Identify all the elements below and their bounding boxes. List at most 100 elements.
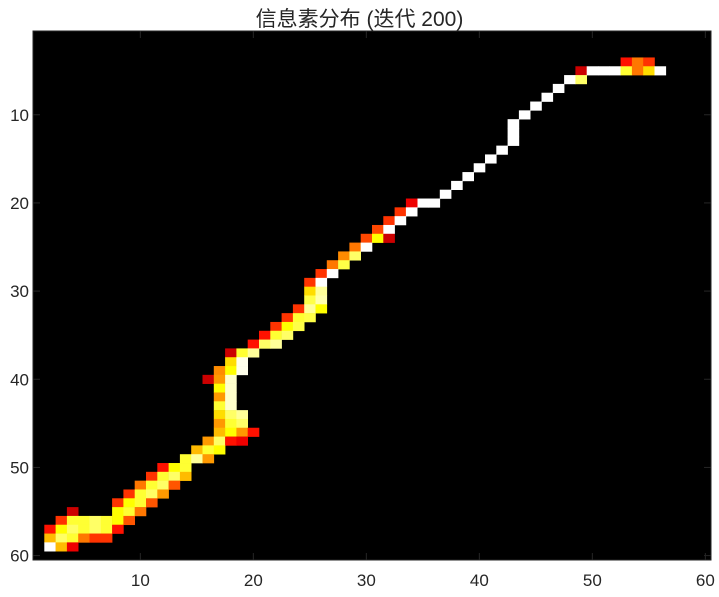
heatmap-cell <box>304 304 316 314</box>
heatmap-cell <box>78 524 90 534</box>
heatmap-cell <box>507 136 520 146</box>
heatmap-cell <box>112 515 124 526</box>
y-tick-label: 10 <box>10 106 29 125</box>
heatmap-cell <box>146 471 158 481</box>
heatmap-cell <box>473 163 486 173</box>
heatmap-cell <box>191 454 203 464</box>
heatmap-cell <box>112 524 124 534</box>
heatmap-cells <box>44 57 667 552</box>
plot-frame <box>32 30 712 561</box>
heatmap-cell <box>620 57 633 67</box>
heatmap-cell <box>372 233 384 243</box>
heatmap-cell <box>541 92 554 102</box>
heatmap-cell <box>518 110 531 120</box>
heatmap-cell <box>259 339 271 349</box>
heatmap-cell <box>157 463 169 473</box>
heatmap-cell <box>315 269 328 279</box>
heatmap-cell <box>236 348 248 358</box>
heatmap-cell <box>100 524 113 534</box>
heatmap-cell <box>179 471 192 481</box>
heatmap-cell <box>157 471 169 481</box>
heatmap-cell <box>631 57 644 67</box>
heatmap-cell <box>66 533 79 543</box>
heatmap-cell <box>225 348 237 358</box>
heatmap-cell <box>326 260 339 270</box>
heatmap-cell <box>394 216 407 226</box>
heatmap-cell <box>146 489 158 499</box>
heatmap-cell <box>315 277 328 287</box>
heatmap-cell <box>157 480 169 490</box>
heatmap-cell <box>360 242 373 252</box>
heatmap-cell <box>213 374 226 384</box>
heatmap-cell <box>292 313 305 323</box>
heatmap-cell <box>270 339 282 349</box>
heatmap-cell <box>213 366 226 376</box>
heatmap-cell <box>213 410 226 420</box>
heatmap-cell <box>564 75 576 85</box>
heatmap-cell <box>620 66 633 76</box>
x-tick-label: 30 <box>357 571 376 590</box>
heatmap-cell <box>394 207 407 217</box>
heatmap-cell <box>146 480 158 490</box>
heatmap-cell <box>338 251 350 261</box>
heatmap-cell <box>146 498 158 508</box>
heatmap-cell <box>123 507 135 517</box>
heatmap-cell <box>213 445 226 455</box>
heatmap-cell <box>225 436 237 446</box>
heatmap-cell <box>89 533 102 543</box>
heatmap-cell <box>55 533 68 543</box>
heatmap-cell <box>202 445 215 455</box>
heatmap-cell <box>112 498 124 508</box>
heatmap-cell <box>44 533 56 543</box>
x-tick-label: 50 <box>583 571 602 590</box>
heatmap-cell <box>304 286 316 296</box>
heatmap-cell <box>292 304 305 314</box>
heatmap-cell <box>236 418 248 429</box>
heatmap-cell <box>225 392 237 402</box>
heatmap-cell <box>428 198 441 208</box>
heatmap-cell <box>202 374 215 384</box>
heatmap-cell <box>225 366 237 376</box>
heatmap-cell <box>315 304 328 314</box>
heatmap-cell <box>405 198 418 208</box>
heatmap-cell <box>552 83 565 94</box>
heatmap-cell <box>304 295 316 305</box>
heatmap-cell <box>496 145 508 155</box>
y-tick-label: 50 <box>10 458 29 477</box>
heatmap-cell <box>315 286 328 296</box>
heatmap-cell <box>202 436 215 446</box>
heatmap-cell <box>236 427 248 437</box>
heatmap-cell <box>315 295 328 305</box>
x-tick-label: 60 <box>696 571 715 590</box>
heatmap-cell <box>225 383 237 393</box>
heatmap-cell <box>507 119 520 129</box>
heatmap-cell <box>598 66 610 76</box>
heatmap-cell <box>643 57 655 67</box>
heatmap-cell <box>338 260 350 270</box>
heatmap-cell <box>44 542 56 552</box>
heatmap-cell <box>225 418 237 429</box>
heatmap-cell <box>225 427 237 437</box>
heatmap-cell <box>89 515 102 526</box>
heatmap-cell <box>213 436 226 446</box>
heatmap-cell <box>213 427 226 437</box>
heatmap-cell <box>270 321 282 332</box>
heatmap-cell <box>530 101 542 111</box>
heatmap-cell <box>292 321 305 332</box>
heatmap-cell <box>123 515 135 526</box>
heatmap-cell <box>225 410 237 420</box>
heatmap-cell <box>134 498 147 508</box>
heatmap-cell <box>78 515 90 526</box>
x-tick-label: 10 <box>131 571 150 590</box>
heatmap-cell <box>168 463 181 473</box>
heatmap-cell <box>575 66 587 76</box>
heatmap-cell <box>213 392 226 402</box>
heatmap-cell <box>168 471 181 481</box>
heatmap-cell <box>383 224 395 235</box>
heatmap-cell <box>372 224 384 235</box>
heatmap-cell <box>383 216 395 226</box>
heatmap-cell <box>462 172 474 182</box>
heatmap-cell <box>202 454 215 464</box>
heatmap-cell <box>123 489 135 499</box>
heatmap-cell <box>247 348 260 358</box>
